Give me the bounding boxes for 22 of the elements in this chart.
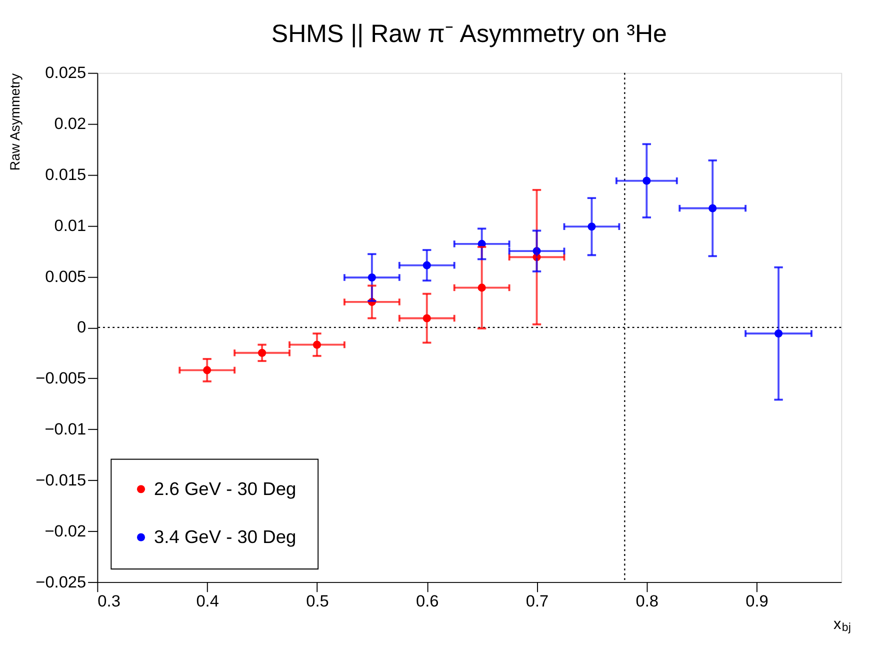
y-tick-label: 0 [77, 318, 86, 337]
y-axis-title: Raw Asymmetry [7, 73, 22, 171]
y-tick-label: 0.02 [54, 115, 86, 134]
y-tick-label: −0.025 [36, 573, 86, 592]
y-tick-label: −0.02 [44, 522, 86, 540]
y-tick-label: −0.01 [44, 420, 86, 439]
y-tick-label: 0.025 [45, 64, 86, 82]
y-tick-label: −0.015 [36, 471, 86, 490]
x-tick-label: 0.4 [196, 592, 219, 611]
legend-label: 3.4 GeV - 30 Deg [154, 526, 296, 547]
x-tick-label: 0.6 [416, 592, 439, 611]
y-tick-label: −0.005 [36, 370, 86, 388]
y-tick-label: 0.015 [45, 166, 86, 184]
x-tick-label: 0.5 [306, 592, 329, 611]
y-tick-label: 0.005 [45, 268, 86, 286]
x-tick-label: 0.7 [526, 592, 549, 611]
legend-label: 2.6 GeV - 30 Deg [154, 478, 296, 499]
x-tick-label: 0.9 [746, 592, 768, 611]
x-tick-label: 0.8 [636, 592, 659, 611]
x-tick-label: 0.3 [98, 592, 120, 611]
y-tick-label: 0.01 [54, 216, 86, 235]
chart-title: SHMS || Raw π⁻ Asymmetry on ³He [271, 20, 667, 48]
